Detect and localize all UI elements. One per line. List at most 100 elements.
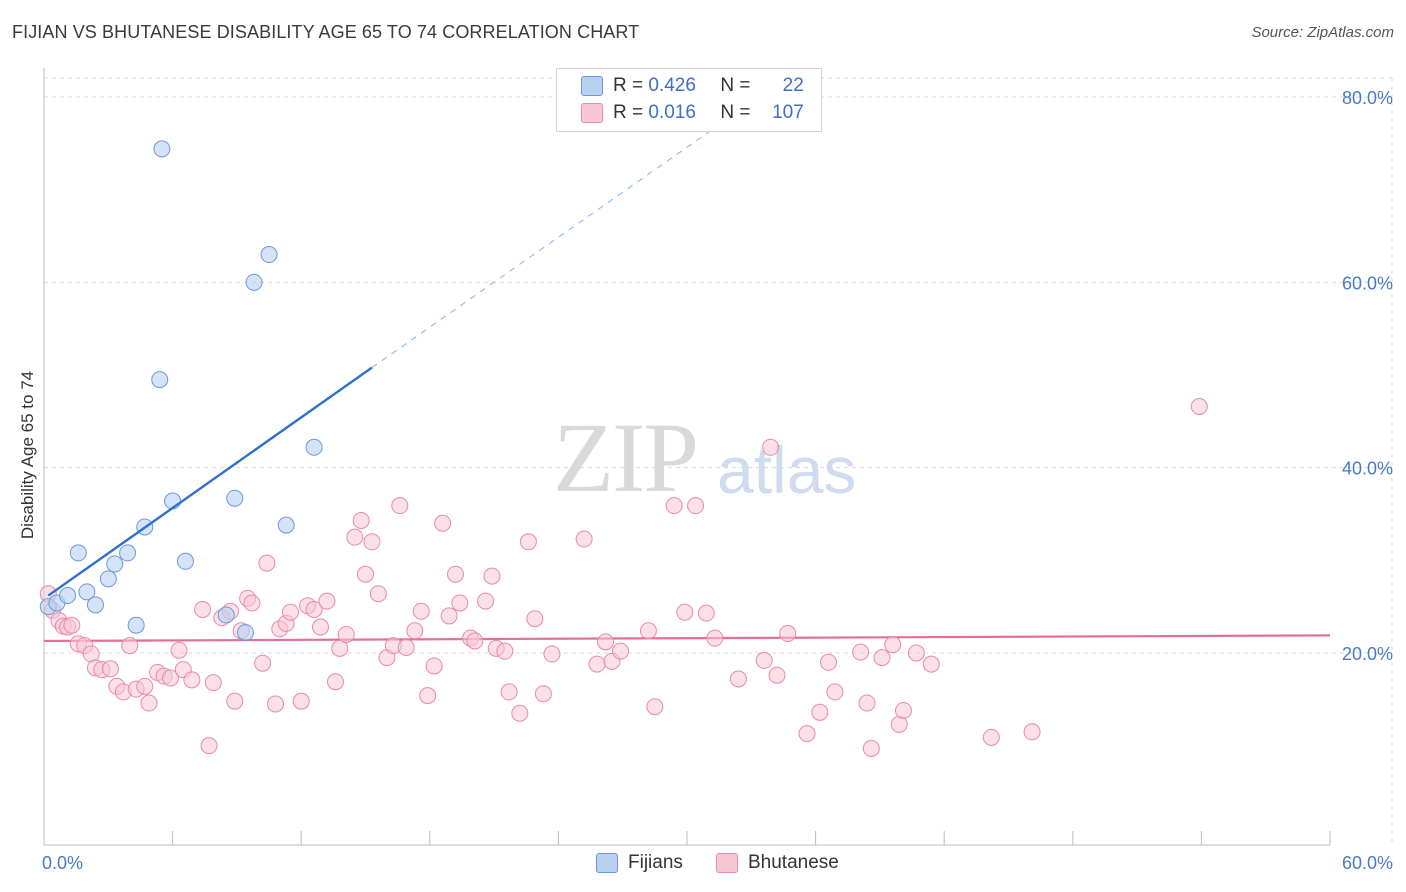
- bhutanese-point: [687, 497, 705, 515]
- bhutanese-point: [194, 600, 212, 618]
- bhutanese-point: [183, 671, 201, 689]
- bhutanese-point: [419, 687, 437, 705]
- legend-row-fijians: R = 0.426 N = 22: [581, 73, 804, 99]
- bhutanese-point: [397, 638, 415, 656]
- bhutanese-point: [447, 565, 465, 583]
- bhutanese-point: [305, 600, 323, 618]
- fijian-point: [127, 616, 145, 634]
- fijian-point: [245, 273, 263, 291]
- bhutanese-point: [243, 594, 261, 612]
- bhutanese-point: [894, 701, 912, 719]
- watermark-atlas: atlas: [717, 433, 857, 507]
- bhutanese-point: [466, 632, 484, 650]
- bhutanese-point: [646, 698, 664, 716]
- bhutanese-legend-label: Bhutanese: [748, 852, 839, 873]
- bhutanese-point: [526, 610, 544, 628]
- bhutanese-point: [543, 645, 561, 663]
- bhutanese-point: [697, 604, 715, 622]
- bhutanese-point: [63, 616, 81, 634]
- bhutanese-point: [140, 694, 158, 712]
- bhutanese-point: [519, 533, 537, 551]
- trend-lines: [43, 124, 1331, 643]
- bhutanese-point: [369, 585, 387, 603]
- y-tick-label: 40.0%: [1342, 459, 1393, 479]
- bhutanese-point: [1023, 723, 1041, 741]
- legend-item-fijians[interactable]: Fijians: [596, 852, 683, 874]
- bhutanese-point: [982, 728, 1000, 746]
- bhutanese-point: [1190, 398, 1208, 416]
- fijian-point: [226, 489, 244, 507]
- fijians-legend-swatch: [596, 853, 618, 873]
- fijians-trend-extension: [371, 124, 720, 369]
- bhutanese-point: [852, 643, 870, 661]
- fijian-point: [99, 570, 117, 588]
- bhutanese-point: [858, 694, 876, 712]
- bhutanese-point: [729, 670, 747, 688]
- legend-item-bhutanese[interactable]: Bhutanese: [716, 852, 839, 874]
- bhutanese-point: [588, 655, 606, 673]
- fijian-point: [78, 583, 96, 601]
- bhutanese-point: [121, 637, 139, 655]
- bhutanese-point: [819, 653, 837, 671]
- bhutanese-r-value: 0.016: [648, 102, 696, 123]
- bhutanese-point: [363, 533, 381, 551]
- bhutanese-n-value: 107: [772, 102, 804, 123]
- bhutanese-n-label: N =: [720, 102, 751, 123]
- fijian-point: [277, 516, 295, 534]
- x-tick-label: 60.0%: [1342, 853, 1393, 873]
- fijians-swatch: [581, 76, 603, 96]
- fijian-point: [59, 587, 77, 605]
- bhutanese-point: [477, 592, 495, 610]
- bhutanese-point: [311, 618, 329, 636]
- bhutanese-r-label: R =: [613, 102, 644, 123]
- bhutanese-point: [665, 497, 683, 515]
- bhutanese-point: [612, 642, 630, 660]
- bhutanese-point: [331, 639, 349, 657]
- bhutanese-point: [755, 651, 773, 669]
- bhutanese-point: [200, 737, 218, 755]
- bhutanese-point: [706, 629, 724, 647]
- bhutanese-point: [534, 685, 552, 703]
- fijians-r-label: R =: [613, 75, 644, 96]
- bhutanese-point: [676, 603, 694, 621]
- bhutanese-legend-swatch: [716, 853, 738, 873]
- bhutanese-point: [337, 625, 355, 643]
- bhutanese-point: [440, 607, 458, 625]
- bhutanese-point: [575, 530, 593, 548]
- tick-labels: 20.0% 40.0% 60.0% 80.0% 0.0% 60.0%: [42, 88, 1393, 873]
- fijians-trend-line: [47, 366, 373, 597]
- bhutanese-point: [862, 739, 880, 757]
- chart-title: FIJIAN VS BHUTANESE DISABILITY AGE 65 TO…: [12, 22, 640, 42]
- fijian-point: [106, 555, 124, 573]
- data-points: [39, 140, 1208, 757]
- bhutanese-trend-line: [43, 634, 1331, 643]
- legend-row-bhutanese: R = 0.016 N = 107: [581, 100, 804, 126]
- bhutanese-point: [254, 654, 272, 672]
- bhutanese-point: [511, 704, 529, 722]
- bhutanese-point: [412, 602, 430, 620]
- bhutanese-point: [357, 565, 374, 583]
- correlation-legend: R = 0.426 N = 22 R = 0.016 N = 107: [556, 68, 822, 132]
- bhutanese-point: [826, 683, 844, 701]
- bhutanese-point: [639, 622, 657, 640]
- bhutanese-point: [258, 554, 276, 572]
- bhutanese-point: [434, 514, 452, 532]
- bhutanese-point: [226, 692, 244, 710]
- bhutanese-point: [768, 666, 786, 684]
- fijian-point: [176, 552, 194, 570]
- bhutanese-point: [101, 660, 119, 678]
- bhutanese-point: [161, 669, 179, 687]
- axes: [43, 68, 1331, 846]
- bhutanese-point: [922, 655, 940, 673]
- fijian-point: [217, 606, 235, 624]
- bhutanese-point: [762, 438, 780, 456]
- bhutanese-point: [281, 603, 299, 621]
- fijians-legend-label: Fijians: [628, 852, 683, 873]
- series-legend: Fijians Bhutanese: [0, 852, 1406, 878]
- bhutanese-point: [346, 528, 364, 546]
- bhutanese-point: [326, 673, 344, 691]
- y-tick-label: 20.0%: [1342, 644, 1393, 664]
- bhutanese-point: [352, 511, 370, 529]
- bhutanese-point: [500, 683, 518, 701]
- fijian-point: [260, 246, 278, 264]
